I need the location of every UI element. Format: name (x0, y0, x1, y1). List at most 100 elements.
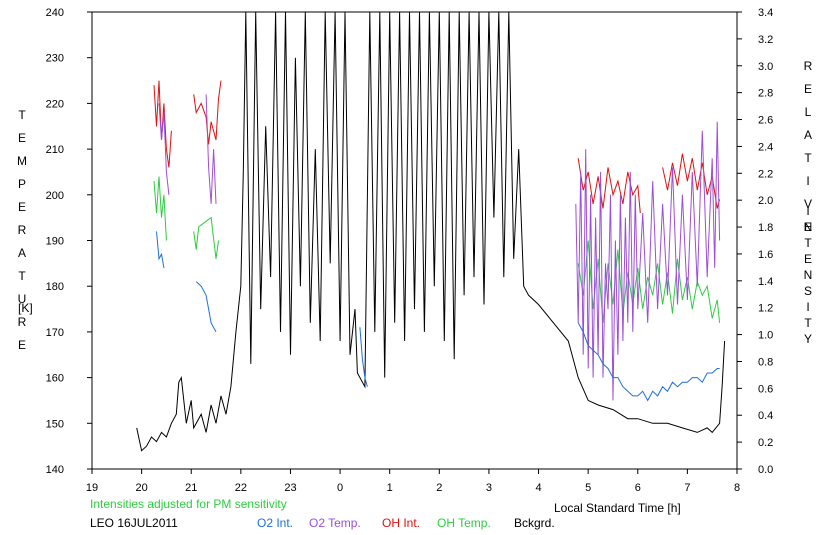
station-date-label: LEO 16JUL2011 (90, 516, 178, 530)
right-tick-label: 1.8 (758, 222, 773, 234)
left-tick-label: 240 (46, 7, 64, 19)
right-title-letter: T (804, 151, 812, 165)
series-line-o2-int (577, 322, 720, 402)
x-tick-label: 23 (284, 482, 296, 494)
right-tick-label: 0.4 (758, 410, 773, 422)
series-layer (136, 12, 726, 452)
right-tick-label: 0.0 (758, 464, 773, 476)
series-line-o2-temp (575, 121, 721, 401)
left-axis-unit: [K] (18, 301, 33, 315)
right-tick-label: 0.8 (758, 356, 773, 368)
series-line-o2-int (359, 327, 368, 387)
left-title-letter: P (18, 177, 26, 191)
left-tick-label: 170 (46, 327, 64, 339)
x-tick-label: 3 (486, 482, 492, 494)
right-title-letter: E (804, 220, 812, 234)
x-tick-label: 20 (135, 482, 147, 494)
right-axis-ticks: 0.0 0.2 0.4 0.6 0.8 1.0 1.2 1.4 1.6 1.8 2.0 2.2 2.4 2… (737, 7, 773, 476)
left-tick-label: 140 (46, 464, 64, 476)
left-tick-label: 180 (46, 281, 64, 293)
x-tick-label: 0 (337, 482, 343, 494)
right-tick-label: 2.2 (758, 168, 773, 180)
right-title-letter: E (804, 82, 812, 96)
x-tick-label: 5 (585, 482, 591, 494)
right-tick-label: 2.8 (758, 88, 773, 100)
x-tick-label: 4 (535, 482, 541, 494)
right-tick-label: 0.2 (758, 437, 773, 449)
left-tick-label: 160 (46, 373, 64, 385)
right-title-letter: V (804, 197, 812, 211)
left-title-letter: E (18, 338, 26, 352)
left-tick-label: 190 (46, 236, 64, 248)
left-title-letter: E (18, 131, 26, 145)
right-tick-label: 0.6 (758, 383, 773, 395)
series-line-oh-temp (153, 176, 167, 241)
right-title-letter: I (806, 204, 809, 218)
x-tick-label: 6 (635, 482, 641, 494)
series-line-oh-int (577, 158, 641, 214)
x-tick-label: 21 (185, 482, 197, 494)
left-title-letter: A (18, 246, 26, 260)
right-tick-label: 1.6 (758, 249, 773, 261)
legend-item: O2 Temp. (309, 516, 361, 530)
right-tick-label: 3.0 (758, 61, 773, 73)
x-axis-ticks: 19 20 21 22 23 0 1 2 3 4 5 6 7 8 (86, 469, 740, 494)
right-tick-label: 2.0 (758, 195, 773, 207)
legend-item: O2 Int. (257, 516, 293, 530)
right-title-letter: T (804, 316, 812, 330)
series-line-o2-temp (158, 103, 170, 195)
right-title-letter: N (804, 220, 813, 234)
right-title-letter: Y (804, 332, 812, 346)
left-title-letter: T (18, 269, 26, 283)
left-axis-ticks: 140 150 160 170 180 190 200 210 220 230 240 (46, 7, 92, 476)
left-tick-label: 150 (46, 418, 64, 430)
right-tick-label: 2.4 (758, 141, 773, 153)
right-tick-label: 3.2 (758, 34, 773, 46)
series-line-oh-temp (193, 216, 219, 259)
left-tick-label: 210 (46, 144, 64, 156)
series-line-oh-int (193, 80, 222, 145)
right-tick-label: 1.2 (758, 303, 773, 315)
x-tick-label: 2 (436, 482, 442, 494)
right-title-letter: E (804, 252, 812, 266)
right-tick-label: 1.4 (758, 276, 773, 288)
right-title-letter: I (806, 174, 809, 188)
left-title-letter: R (18, 223, 27, 237)
left-tick-label: 230 (46, 53, 64, 65)
right-title-letter: A (804, 128, 812, 142)
left-title-letter: T (18, 108, 26, 122)
plot-area (92, 12, 737, 469)
series-line-o2-int (195, 281, 217, 333)
left-title-letter: E (18, 200, 26, 214)
legend-item: Bckgrd. (514, 516, 555, 530)
left-title-letter: U (18, 292, 27, 306)
left-tick-label: 200 (46, 190, 64, 202)
legend-item: OH Int. (382, 516, 420, 530)
right-title-letter: S (804, 284, 812, 298)
x-tick-label: 19 (86, 482, 98, 494)
legend: O2 Int. O2 Temp. OH Int. OH Temp. Bckgrd. (257, 516, 555, 530)
x-axis-title: Local Standard Time [h] (554, 501, 681, 515)
x-tick-label: 22 (235, 482, 247, 494)
left-title-letter: R (18, 315, 27, 329)
x-tick-label: 8 (734, 482, 740, 494)
right-tick-label: 3.4 (758, 7, 773, 19)
right-title-letter: T (804, 236, 812, 250)
right-title-letter: R (804, 59, 813, 73)
right-title-letter: N (804, 268, 813, 282)
adjustment-note: Intensities adjusted for PM sensitivity (90, 497, 287, 511)
legend-item: OH Temp. (437, 516, 491, 530)
right-tick-label: 1.0 (758, 330, 773, 342)
right-title-letter: L (805, 105, 812, 119)
x-tick-label: 7 (684, 482, 690, 494)
series-line-o2-int (156, 231, 165, 268)
left-title-letter: M (17, 154, 27, 168)
series-line-bckgrd (136, 12, 726, 452)
left-tick-label: 220 (46, 98, 64, 110)
series-line-o2-temp (205, 94, 217, 204)
right-tick-label: 2.6 (758, 115, 773, 127)
right-title-letter: I (806, 300, 809, 314)
